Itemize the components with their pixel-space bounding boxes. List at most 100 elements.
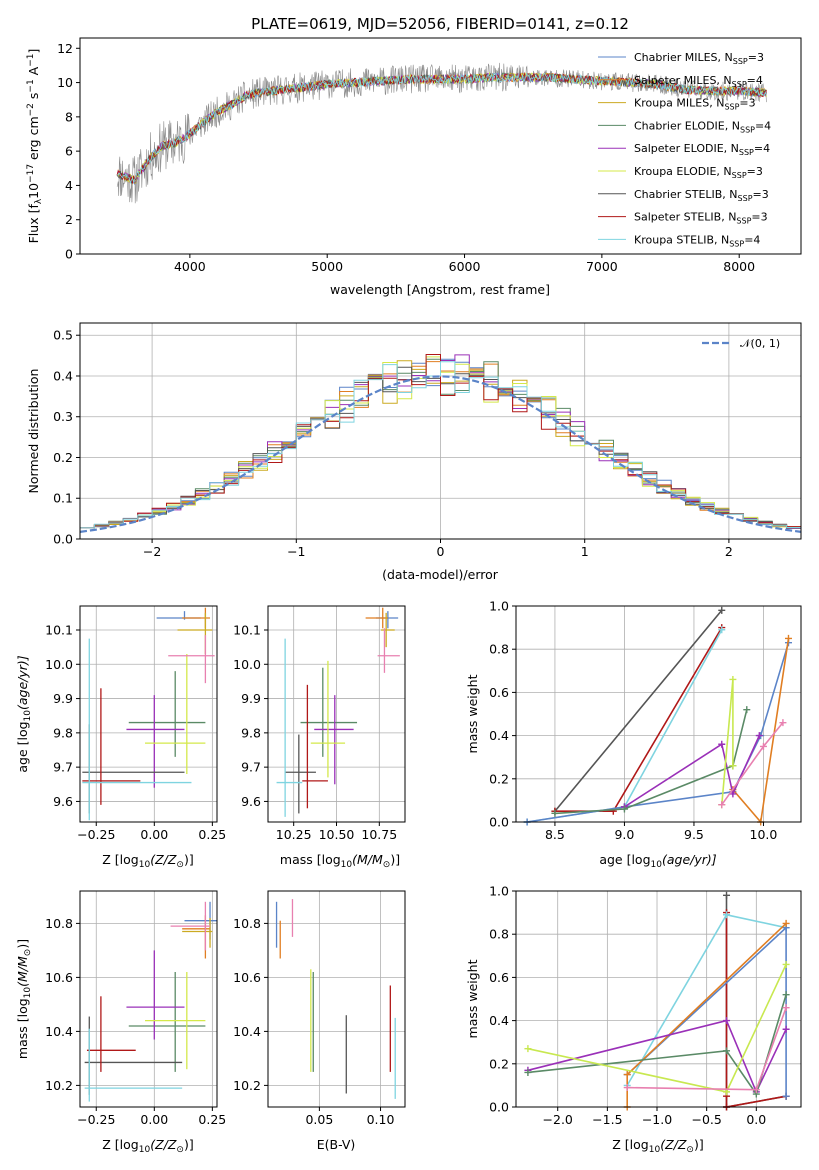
weight-point-marker — [729, 675, 737, 683]
x-tick-label: −2.0 — [543, 1112, 573, 1127]
residual-series — [79, 354, 802, 533]
y-tick-label: 12 — [57, 41, 73, 56]
y-tick-label: 10.4 — [45, 1024, 73, 1039]
weight-point-marker — [782, 1025, 790, 1033]
x-tick-label: 7000 — [586, 259, 618, 274]
x-tick-label: 2 — [725, 544, 733, 559]
age-vs-metallicity-panel: −0.25 0.00 0.25 9.6 9.7 9.8 9.9 10.0 10.1 Z [log… — [15, 605, 226, 870]
mass-vs-metallicity-errorbars — [84, 901, 217, 1102]
weight-point-marker — [782, 960, 790, 968]
weight-point-marker — [723, 1047, 731, 1055]
y-tick-label: 10 — [57, 75, 73, 90]
x-tick-label: 0 — [437, 544, 445, 559]
x-tick-label: 5000 — [311, 259, 343, 274]
weight-vs-age-grid — [516, 605, 801, 823]
weight-series-line — [725, 912, 787, 1108]
y-tick-label: 0.0 — [489, 1100, 509, 1115]
age-vs-metallicity-xlabel: Z [log10(Z/Z⊙)] — [102, 852, 193, 870]
x-tick-label: −1 — [287, 544, 305, 559]
x-tick-label: 0.25 — [198, 1112, 226, 1127]
mass-vs-metallicity-panel: −0.25 0.00 0.25 10.2 10.4 10.6 10.8 Z [log10(Z… — [15, 890, 226, 1155]
x-tick-label: 9.0 — [614, 827, 634, 842]
weight-vs-metallicity-ticks: −2.0 −1.5 −1.0 −0.5 0.0 0.0 0.2 0.4 0.6 0.8 1.0 — [489, 884, 766, 1128]
age-vs-metallicity-frame — [79, 605, 218, 823]
weight-point-marker — [623, 1071, 631, 1079]
x-tick-label: −2 — [143, 544, 161, 559]
weight-point-marker — [718, 740, 726, 748]
weight-point-marker — [723, 1017, 731, 1025]
age-vs-mass-xlabel: mass [log10(M/M⊙)] — [280, 852, 400, 870]
weight-vs-age-ticks: 8.5 9.0 9.5 10.0 0.0 0.2 0.4 0.6 0.8 1.0 — [489, 599, 777, 843]
x-tick-label: 8.5 — [545, 827, 565, 842]
weight-series-line — [554, 627, 723, 813]
y-tick-label: 0.0 — [489, 815, 509, 830]
weight-vs-age-frame — [515, 605, 802, 823]
y-tick-label: 10.8 — [233, 916, 261, 931]
y-tick-label: 10.1 — [233, 623, 261, 638]
model-spectrum-line — [116, 72, 767, 184]
y-tick-label: 0.2 — [53, 450, 73, 465]
weight-vs-age-series — [523, 606, 792, 826]
spectrum-axes-frame — [79, 37, 802, 255]
residual-xlabel: (data-model)/error — [382, 567, 499, 582]
age-vs-mass-errorbars — [276, 607, 400, 817]
y-tick-label: 9.6 — [53, 794, 73, 809]
weight-point-marker — [524, 1045, 532, 1053]
spectrum-series — [116, 62, 767, 204]
weight-point-marker — [779, 719, 787, 727]
y-tick-label: 10.1 — [45, 623, 73, 638]
mass-vs-extinction-frame — [267, 890, 406, 1108]
legend-entry: Kroupa STELIB, NSSP=4 — [634, 233, 760, 248]
weight-series-line — [527, 1019, 787, 1094]
weight-point-marker — [718, 801, 726, 809]
weight-point-marker — [718, 626, 726, 634]
y-tick-label: 9.9 — [241, 691, 261, 706]
y-tick-label: 10.0 — [45, 657, 73, 672]
x-tick-label: 0.00 — [140, 827, 168, 842]
y-tick-label: 10.0 — [233, 657, 261, 672]
age-vs-metallicity-errorbars — [82, 607, 215, 821]
spectrum-xlabel: wavelength [Angstrom, rest frame] — [330, 282, 550, 297]
weight-point-marker — [729, 762, 737, 770]
weight-point-marker — [524, 1068, 532, 1076]
x-tick-label: 0.25 — [198, 827, 226, 842]
weight-point-marker — [729, 790, 737, 798]
residual-legend-label: 𝒩(0, 1) — [740, 337, 780, 350]
x-tick-label: 0.10 — [367, 1112, 395, 1127]
weight-point-marker — [782, 991, 790, 999]
legend-entry: Chabrier MILES, NSSP=3 — [634, 51, 764, 66]
normal-distribution-curve — [79, 375, 802, 533]
model-spectrum-line — [116, 72, 767, 185]
weight-point-marker — [782, 919, 790, 927]
mass-vs-metallicity-ticks: −0.25 0.00 0.25 10.2 10.4 10.6 10.8 — [45, 916, 226, 1127]
y-tick-label: 10.6 — [45, 970, 73, 985]
y-tick-label: 0.8 — [489, 642, 509, 657]
mass-vs-extinction-grid — [268, 891, 405, 1107]
mass-vs-metallicity-xlabel: Z [log10(Z/Z⊙)] — [102, 1137, 193, 1155]
y-tick-label: 8 — [65, 109, 73, 124]
weight-point-marker — [723, 891, 731, 899]
weight-series-line — [623, 735, 761, 808]
x-tick-label: 4000 — [174, 259, 206, 274]
weight-point-marker — [743, 706, 751, 714]
y-tick-label: 4 — [65, 178, 73, 193]
weight-point-marker — [620, 805, 628, 813]
legend-entry: Salpeter ELODIE, NSSP=4 — [634, 142, 770, 157]
mass-vs-extinction-panel: 0.05 0.10 10.2 10.4 10.6 10.8 E(B-V) — [233, 890, 406, 1152]
spectrum-ylabel: Flux [fλ10−17 erg cm−2 s−1 A−1] — [26, 49, 44, 244]
mass-vs-metallicity-grid — [80, 891, 217, 1107]
y-tick-label: 10.2 — [233, 1078, 261, 1093]
legend-entry: Salpeter STELIB, NSSP=3 — [634, 211, 768, 226]
weight-series-line — [554, 609, 723, 812]
weight-vs-metallicity-series — [524, 891, 790, 1111]
weight-vs-metallicity-frame — [515, 890, 802, 1108]
weight-vs-metallicity-ylabel: mass weight — [465, 959, 480, 1038]
mass-vs-extinction-ticks: 0.05 0.10 10.2 10.4 10.6 10.8 — [233, 916, 394, 1127]
x-tick-label: −1.0 — [642, 1112, 672, 1127]
legend-entry: Chabrier STELIB, NSSP=3 — [634, 188, 769, 203]
x-tick-label: 0.05 — [305, 1112, 333, 1127]
legend-entry: Chabrier ELODIE, NSSP=4 — [634, 119, 771, 134]
x-tick-label: 10.75 — [361, 827, 397, 842]
weight-series-line — [554, 709, 748, 815]
